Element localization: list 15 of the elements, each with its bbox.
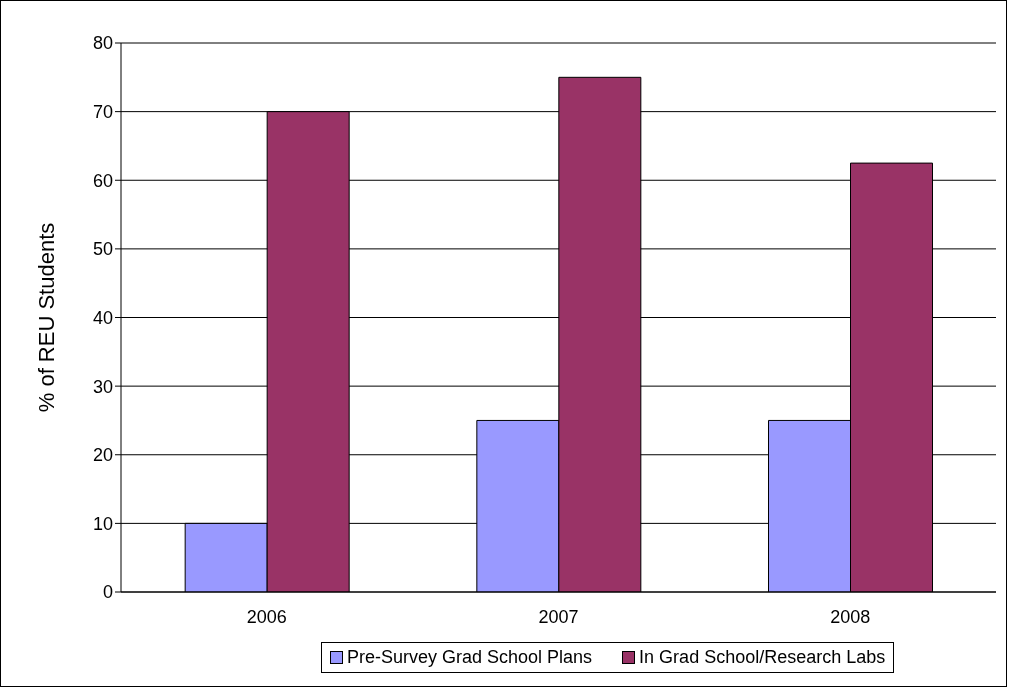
y-tick-label: 0: [102, 582, 113, 603]
x-tick-label: 2007: [538, 606, 579, 627]
y-tick-label: 50: [92, 239, 113, 260]
legend-label: Pre-Survey Grad School Plans: [346, 647, 593, 668]
x-tick-label: 2006: [246, 606, 287, 627]
y-tick-label: 70: [92, 102, 113, 123]
y-tick-label: 60: [92, 170, 113, 191]
y-tick-label: 10: [92, 513, 113, 534]
y-tick-label: 80: [92, 33, 113, 54]
y-axis-title: % of REU Students: [33, 222, 59, 413]
x-tick-label: 2008: [830, 606, 871, 627]
y-tick-label: 20: [92, 445, 113, 466]
y-tick-label: 40: [92, 307, 113, 328]
y-tick-label: 30: [92, 376, 113, 397]
legend-label: In Grad School/Research Labs: [638, 647, 886, 668]
